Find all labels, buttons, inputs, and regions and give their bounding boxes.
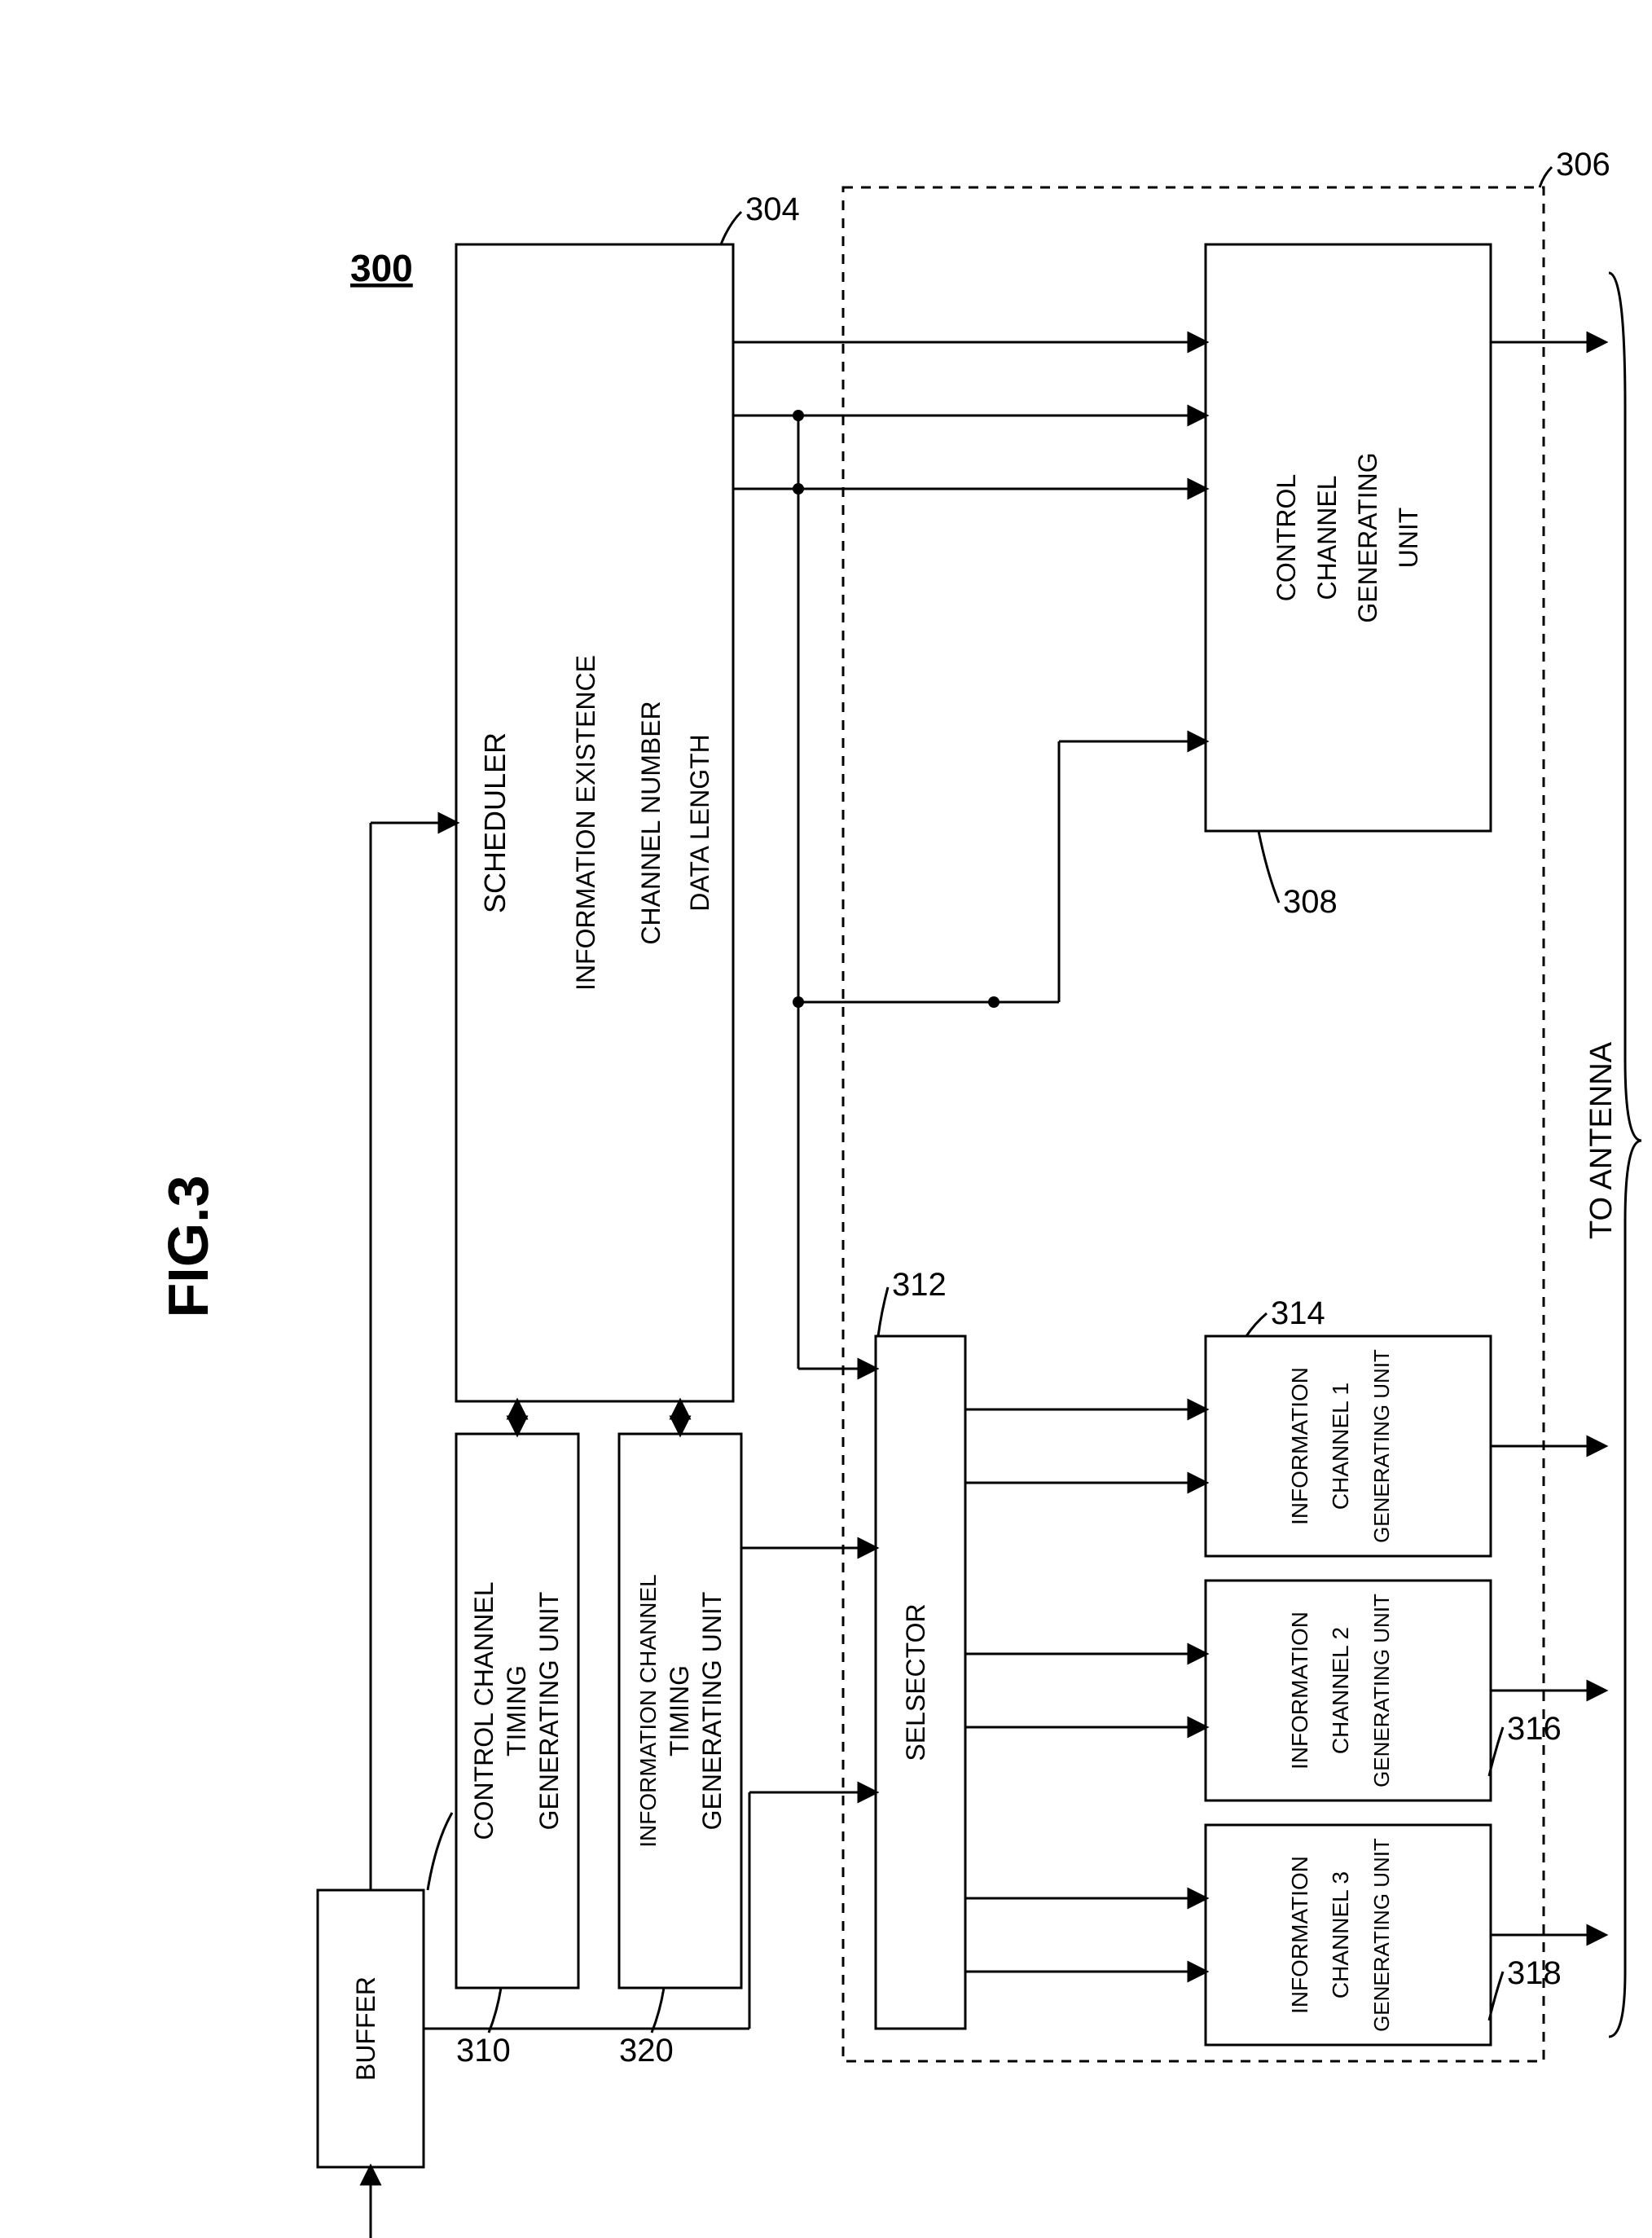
ccg-l3: GENERATING <box>1353 452 1382 622</box>
ictg-l1: INFORMATION CHANNEL <box>635 1574 661 1848</box>
control-channel-gen-block: CONTROL CHANNEL GENERATING UNIT <box>1206 244 1491 831</box>
ccg-l1: CONTROL <box>1272 474 1301 601</box>
ref-ccg-leader <box>1259 831 1279 903</box>
scheduler-out-data-length: DATA LENGTH <box>685 734 714 912</box>
buffer-block: BUFFER <box>318 1890 424 2167</box>
ref-cctg-leader <box>489 1988 501 2033</box>
ccg-l2: CHANNEL <box>1312 476 1342 600</box>
info-channel-timing-gen-block: INFORMATION CHANNEL TIMING GENERATING UN… <box>619 1434 741 1988</box>
scheduler-out-channel-number: CHANNEL NUMBER <box>636 701 666 944</box>
junction-4 <box>988 996 1000 1008</box>
ref-buffer-leader <box>428 1813 452 1890</box>
ref-ic1-leader <box>1246 1313 1267 1336</box>
buffer-label: BUFFER <box>351 1976 380 2081</box>
to-antenna-label: TO ANTENNA <box>1584 1041 1619 1239</box>
scheduler-out-info-existence: INFORMATION EXISTENCE <box>571 655 600 991</box>
scheduler-title: SCHEDULER <box>478 732 512 913</box>
ic3-l2: CHANNEL 3 <box>1328 1871 1353 1998</box>
scheduler-block: SCHEDULER INFORMATION EXISTENCE CHANNEL … <box>456 244 733 1401</box>
ref-info-ch1: 314 <box>1271 1295 1325 1331</box>
ic3-l3: GENERATING UNIT <box>1369 1838 1394 2032</box>
control-channel-timing-gen-block: CONTROL CHANNEL TIMING GENERATING UNIT <box>456 1434 578 1988</box>
ref-ictg-leader <box>652 1988 664 2033</box>
ref-info-ch3: 318 <box>1507 1955 1562 1991</box>
info-ch2-block: INFORMATION CHANNEL 2 GENERATING UNIT <box>1206 1581 1491 1801</box>
system-id: 300 <box>350 247 413 289</box>
selector-label: SELSECTOR <box>901 1603 930 1761</box>
ref-ctrl-tim-gen: 310 <box>456 2033 511 2069</box>
figure-title: FIG.3 <box>156 1175 220 1317</box>
ic2-l3: GENERATING UNIT <box>1369 1594 1394 1787</box>
cctg-l2: TIMING <box>502 1665 531 1757</box>
ref-transmitter: 306 <box>1556 147 1610 182</box>
ref-selector-leader <box>878 1287 888 1336</box>
ic1-l1: INFORMATION <box>1287 1367 1312 1525</box>
cctg-l1: CONTROL CHANNEL <box>469 1581 499 1840</box>
ic1-l2: CHANNEL 1 <box>1328 1383 1353 1510</box>
ref-scheduler: 304 <box>745 191 800 227</box>
info-ch3-block: INFORMATION CHANNEL 3 GENERATING UNIT <box>1206 1825 1491 2045</box>
cctg-l3: GENERATING UNIT <box>534 1592 564 1831</box>
ictg-l2: TIMING <box>665 1665 694 1757</box>
ref-selector: 312 <box>892 1267 947 1303</box>
selector-block: SELSECTOR <box>876 1336 965 2029</box>
ic2-l2: CHANNEL 2 <box>1328 1627 1353 1754</box>
ref-info-ch2: 316 <box>1507 1711 1562 1747</box>
ic1-l3: GENERATING UNIT <box>1369 1349 1394 1543</box>
ic3-l1: INFORMATION <box>1287 1856 1312 2014</box>
info-ch1-block: INFORMATION CHANNEL 1 GENERATING UNIT <box>1206 1336 1491 1556</box>
ref-info-tim-gen: 320 <box>619 2033 674 2069</box>
ic2-l1: INFORMATION <box>1287 1611 1312 1770</box>
ref-transmitter-leader <box>1540 167 1552 187</box>
ictg-l3: GENERATING UNIT <box>697 1592 727 1831</box>
ccg-l4: UNIT <box>1394 508 1423 569</box>
ref-ctrl-ch-gen: 308 <box>1283 884 1338 920</box>
ref-scheduler-leader <box>721 212 741 244</box>
